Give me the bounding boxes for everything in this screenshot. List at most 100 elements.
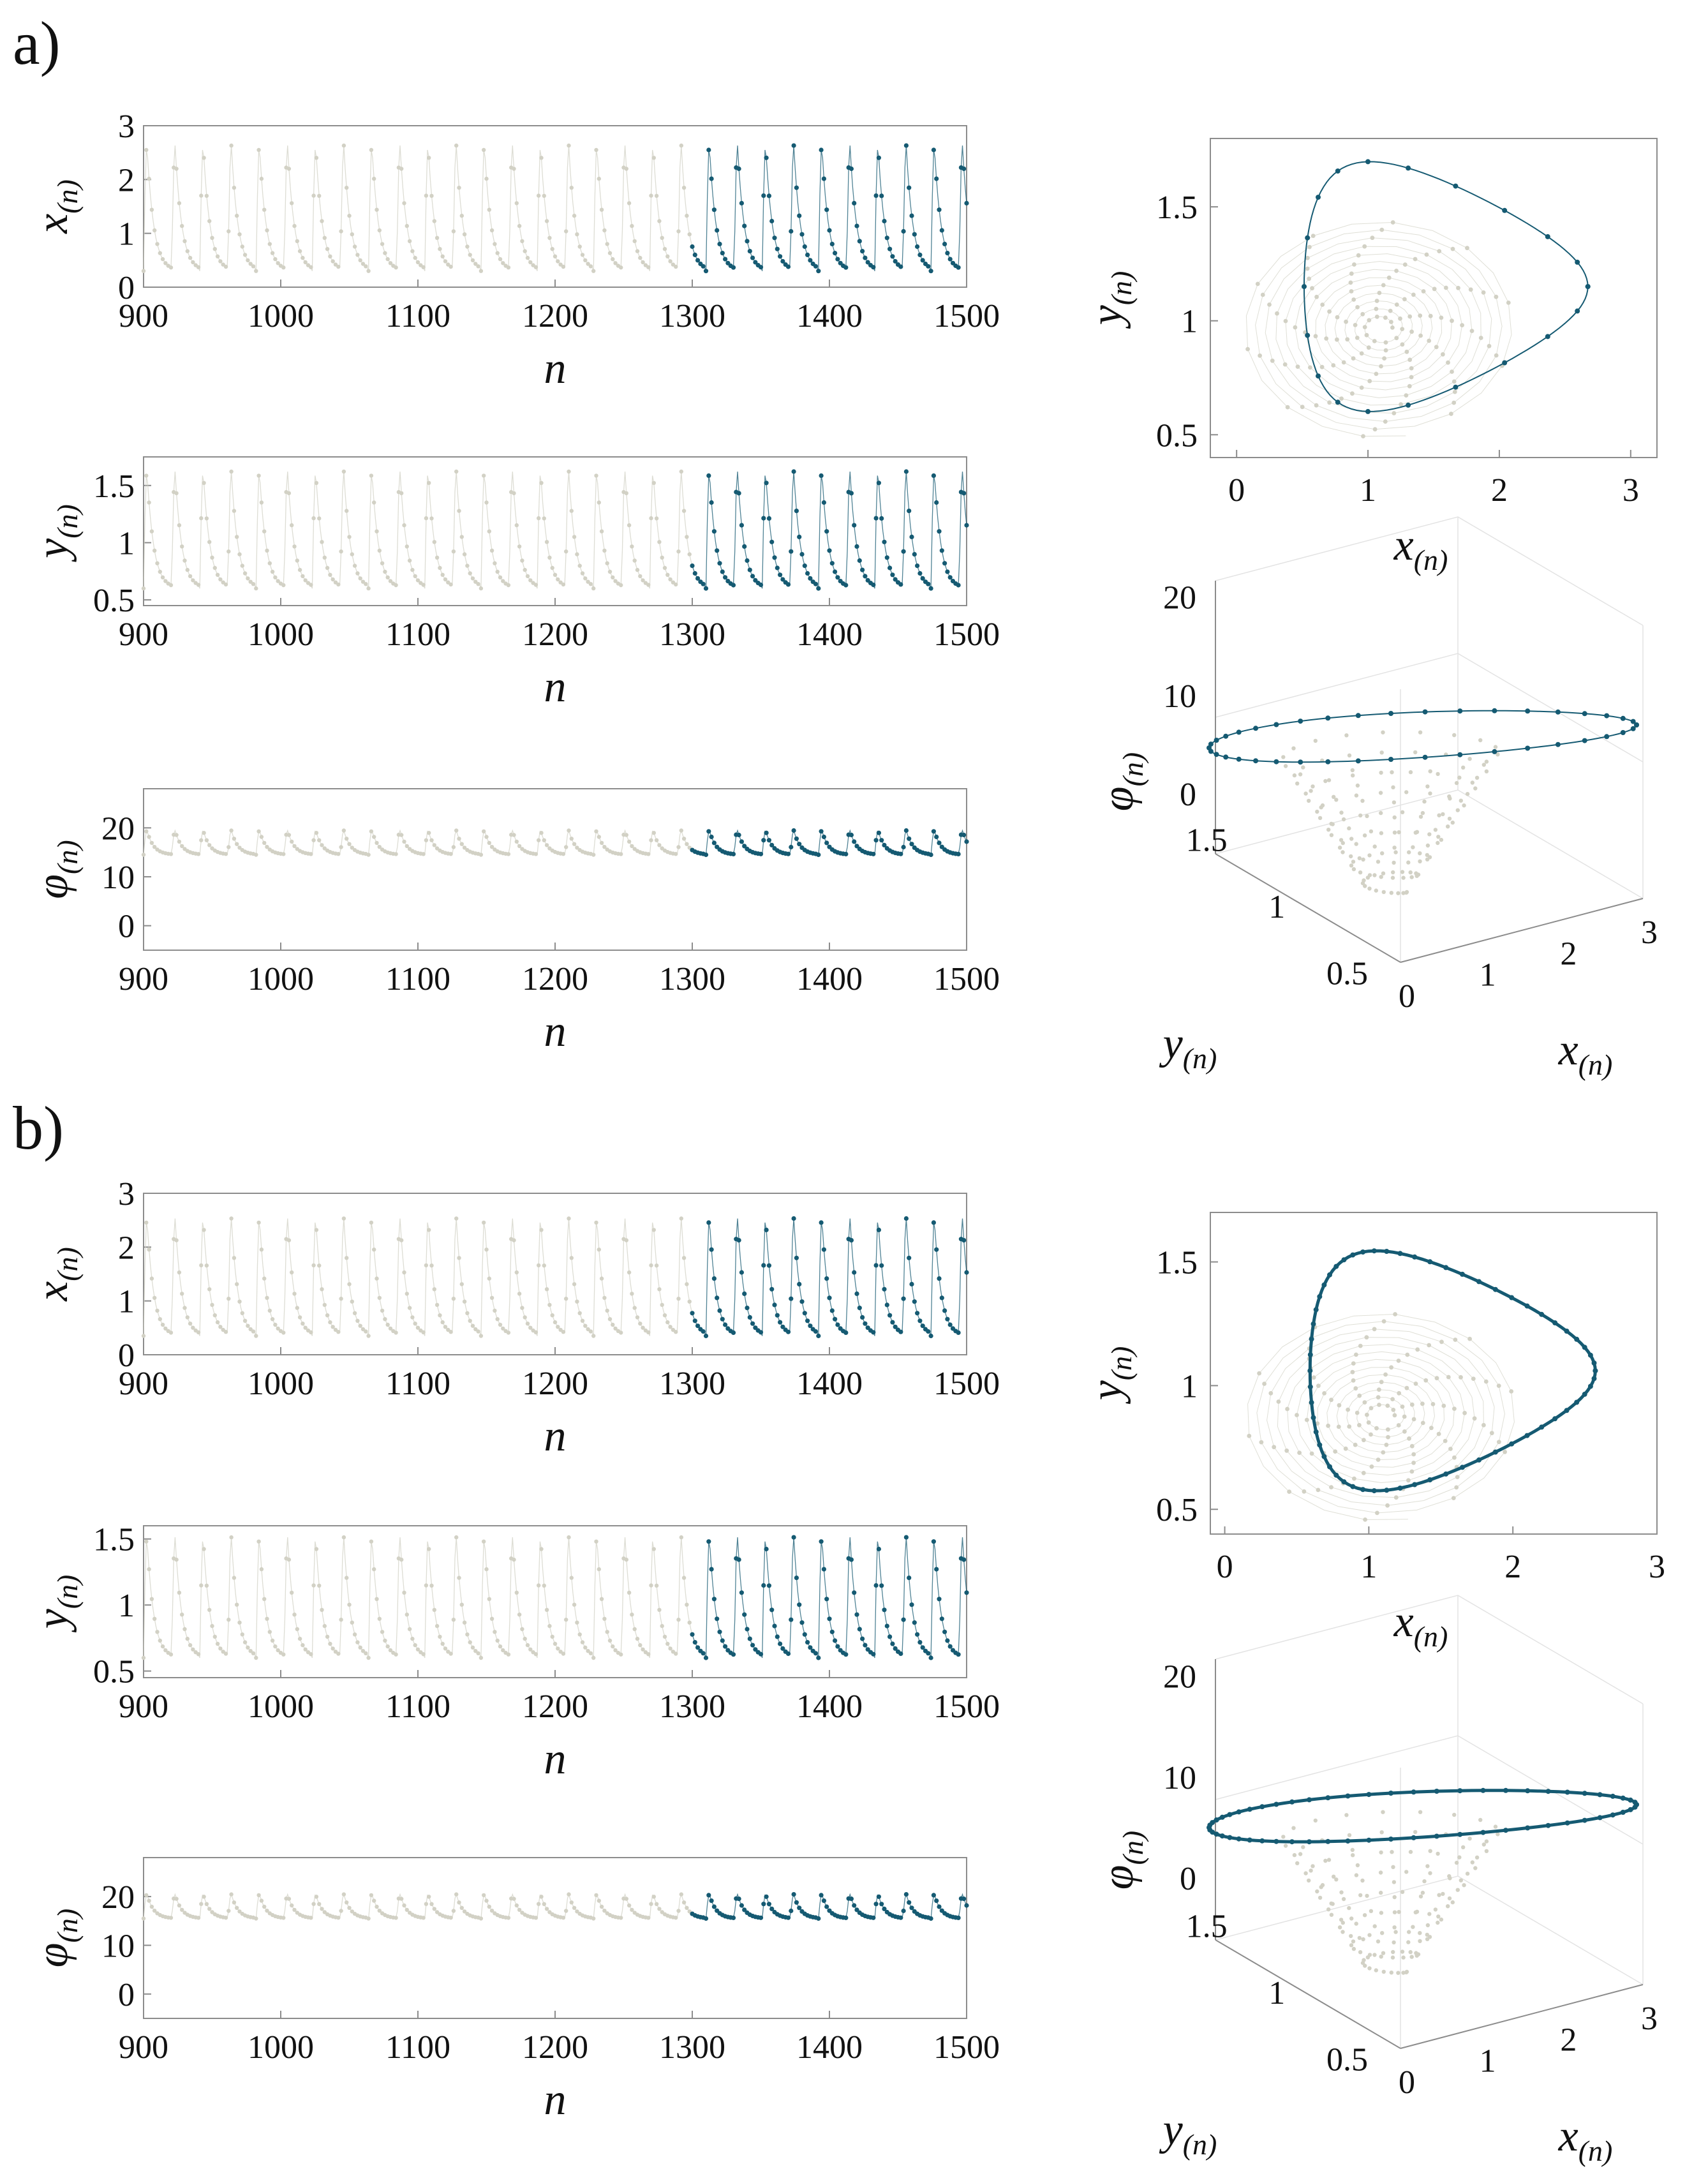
transient-point <box>1428 769 1432 773</box>
data-point <box>330 577 335 582</box>
data-point <box>207 219 212 223</box>
data-point <box>202 1895 206 1899</box>
data-point <box>457 1900 461 1905</box>
x-tick-label: 0 <box>1217 1549 1233 1585</box>
transient-point <box>1311 784 1315 789</box>
data-point <box>421 1652 426 1657</box>
data-point <box>339 1618 343 1622</box>
data-point <box>147 1248 151 1252</box>
data-point <box>454 1216 459 1221</box>
data-point <box>355 253 360 257</box>
data-point <box>317 1263 322 1268</box>
data-point <box>676 845 681 849</box>
transient-point <box>1355 1863 1360 1868</box>
data-point <box>366 1655 371 1660</box>
grid-lines <box>1215 516 1644 962</box>
data-point <box>956 265 961 270</box>
data-point <box>827 1295 832 1301</box>
data-point <box>352 1311 357 1315</box>
data-point <box>638 255 642 260</box>
data-point <box>487 1597 491 1601</box>
data-point <box>931 147 936 153</box>
data-point <box>962 166 967 172</box>
transient-point <box>1374 888 1378 893</box>
data-point <box>769 539 775 544</box>
data-point <box>242 253 248 257</box>
data-point <box>657 1907 662 1911</box>
data-point <box>372 1567 376 1572</box>
data-point <box>556 259 560 264</box>
data-point <box>681 186 687 190</box>
data-point <box>685 842 689 846</box>
transient-point <box>1422 1879 1427 1884</box>
data-point <box>256 147 261 153</box>
data-point <box>558 262 563 267</box>
data-point <box>761 1263 766 1268</box>
data-point <box>237 232 242 237</box>
data-point <box>336 852 341 856</box>
data-point <box>624 1557 628 1562</box>
data-point <box>262 207 267 212</box>
data-point <box>876 1546 881 1552</box>
data-point <box>638 1322 642 1326</box>
x-tick-label: 1500 <box>933 1688 1000 1725</box>
data-point <box>235 1282 239 1286</box>
data-point <box>372 835 376 839</box>
data-point <box>816 1333 821 1339</box>
data-point <box>495 569 500 574</box>
data-point <box>251 582 256 586</box>
data-point <box>347 535 352 539</box>
data-point <box>358 258 362 263</box>
data-point <box>901 1908 906 1914</box>
data-point <box>372 176 376 181</box>
data-point <box>720 569 725 574</box>
data-point <box>394 265 398 270</box>
transient-point <box>1396 1971 1400 1975</box>
y-axis-label: φ(n) <box>28 1909 84 1967</box>
grid-line <box>1215 1735 1644 1845</box>
data-point <box>276 579 280 583</box>
data-point <box>852 1590 857 1595</box>
data-point <box>591 853 596 857</box>
transient-point <box>1454 780 1459 786</box>
data-point <box>731 265 736 270</box>
data-point <box>674 582 678 587</box>
data-point <box>254 1916 258 1921</box>
data-point <box>567 828 571 833</box>
x-tick-label: 900 <box>119 298 168 334</box>
data-point <box>394 1652 398 1657</box>
data-point <box>237 1909 242 1914</box>
data-point <box>750 574 755 579</box>
data-point <box>207 843 212 847</box>
data-point <box>651 831 656 835</box>
data-point <box>506 1652 511 1657</box>
data-point <box>720 251 725 256</box>
data-point <box>152 548 157 553</box>
data-point <box>180 544 184 549</box>
data-point <box>947 1644 953 1649</box>
data-point <box>484 1248 489 1252</box>
data-point <box>152 228 157 233</box>
data-point <box>199 838 204 842</box>
data-point <box>657 1607 662 1612</box>
data-point <box>314 1228 319 1232</box>
transient-point <box>1379 831 1384 835</box>
data-point <box>218 577 223 582</box>
transient-point <box>1351 1853 1355 1858</box>
transient-point <box>1381 1810 1385 1814</box>
data-point <box>204 1902 209 1906</box>
x-tick-label: 900 <box>119 961 168 997</box>
data-point <box>262 840 267 846</box>
transient-point <box>1292 773 1297 778</box>
transient-point <box>1339 838 1344 842</box>
transient-point <box>1367 1966 1372 1971</box>
data-point <box>766 1583 771 1588</box>
data-point <box>660 235 664 240</box>
data-point <box>438 1634 442 1639</box>
data-point <box>854 544 859 549</box>
transient-point <box>1378 1870 1383 1875</box>
data-point <box>564 1909 568 1913</box>
data-point <box>440 572 445 577</box>
transient-point <box>1391 1949 1395 1955</box>
axes-box <box>143 125 967 288</box>
